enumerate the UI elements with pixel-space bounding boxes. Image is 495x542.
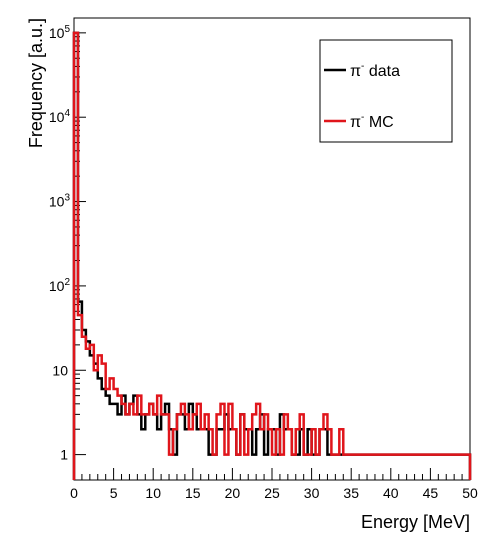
legend-label-mc: π- MC bbox=[350, 112, 394, 131]
legend: π- data π- MC bbox=[319, 39, 453, 143]
legend-label-mc-rest: MC bbox=[364, 114, 393, 131]
legend-label-data: π- data bbox=[350, 61, 400, 80]
y-tick-label-base: 10 bbox=[49, 25, 65, 41]
legend-label-mc-base: π bbox=[350, 114, 361, 131]
y-tick-label-exp: 5 bbox=[64, 24, 70, 35]
y-tick-label-exp: 3 bbox=[64, 193, 70, 204]
x-tick-label: 35 bbox=[343, 485, 359, 501]
series-layer bbox=[72, 31, 472, 480]
y-tick-label: 104 bbox=[49, 108, 71, 125]
x-tick-label: 45 bbox=[423, 485, 439, 501]
y-tick-label: 1 bbox=[60, 447, 68, 463]
legend-label-data-base: π bbox=[350, 63, 361, 80]
y-axis-title: Frequency [a.u.] bbox=[26, 18, 46, 148]
y-tick-label: 102 bbox=[49, 277, 71, 294]
y-tick-label-exp: 2 bbox=[64, 277, 70, 288]
y-tick-label-base: 10 bbox=[49, 278, 65, 294]
legend-label-data-rest: data bbox=[364, 63, 400, 80]
y-tick-label-base: 10 bbox=[52, 362, 68, 378]
y-tick-label-exp: 4 bbox=[64, 108, 70, 119]
y-tick-label-base: 10 bbox=[49, 109, 65, 125]
x-tick-label: 0 bbox=[70, 485, 78, 501]
x-tick-label: 5 bbox=[110, 485, 118, 501]
y-tick-label-base: 10 bbox=[49, 194, 65, 210]
legend-label-mc-sup: - bbox=[361, 112, 364, 123]
y-tick-label: 10 bbox=[52, 362, 68, 378]
series-line-mc bbox=[72, 31, 472, 480]
x-tick-label: 20 bbox=[225, 485, 241, 501]
legend-label-data-sup: - bbox=[361, 61, 364, 72]
y-tick-label: 105 bbox=[49, 24, 71, 41]
x-axis: 0 5 10 15 20 25 30 35 40 45 50 bbox=[70, 468, 478, 501]
x-axis-title: Energy [MeV] bbox=[361, 512, 470, 532]
x-tick-label: 25 bbox=[264, 485, 280, 501]
legend-box bbox=[319, 39, 453, 143]
y-tick-label-base: 1 bbox=[60, 447, 68, 463]
y-tick-label: 103 bbox=[49, 193, 71, 210]
x-tick-label: 40 bbox=[383, 485, 399, 501]
x-tick-label: 15 bbox=[185, 485, 201, 501]
x-tick-label: 50 bbox=[462, 485, 478, 501]
x-tick-label: 30 bbox=[304, 485, 320, 501]
x-tick-label: 10 bbox=[145, 485, 161, 501]
